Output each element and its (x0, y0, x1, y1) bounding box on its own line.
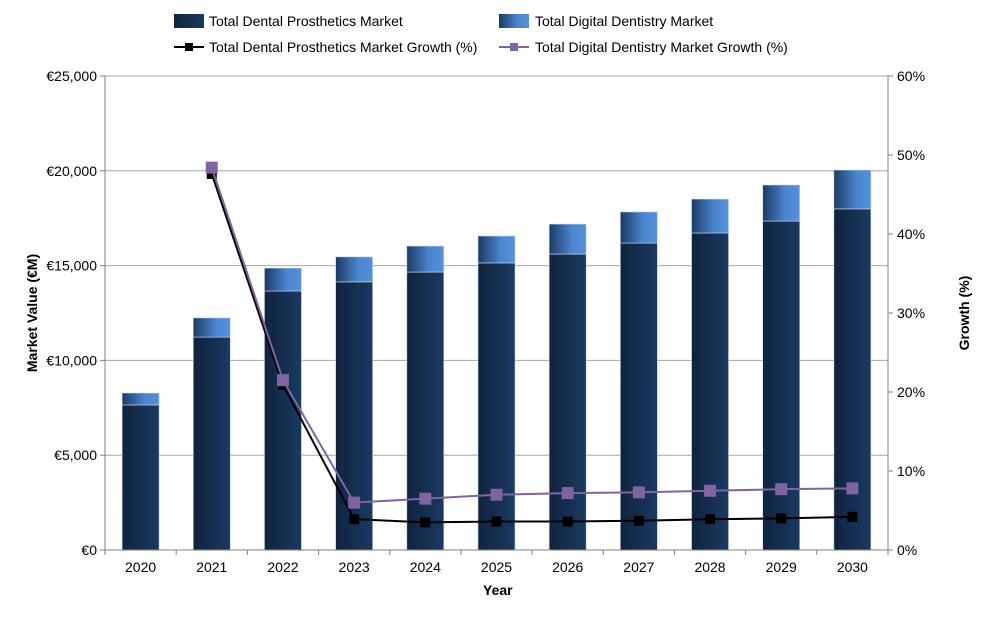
x-tick-label: 2025 (481, 559, 512, 575)
bar-digital-2028 (691, 198, 729, 234)
y2-tick-label: 50% (897, 147, 925, 163)
x-tick-label: 2027 (623, 559, 654, 575)
y-tick-label: €10,000 (46, 352, 97, 368)
bar-digital-2020 (121, 392, 160, 406)
bar-prosthetics-2024 (406, 271, 445, 551)
legend-label-digital: Total Digital Dentistry Market (535, 13, 713, 29)
bar-digital-2030 (833, 169, 872, 210)
marker-digital-growth (490, 488, 503, 501)
marker-digital-growth (846, 482, 859, 495)
bar-prosthetics-2020 (121, 404, 160, 551)
y2-tick-label: 10% (897, 463, 925, 479)
marker-digital-growth (775, 483, 788, 496)
legend-label-prosthetics-growth: Total Dental Prosthetics Market Growth (… (209, 39, 477, 55)
marker-digital-growth (348, 496, 361, 509)
y2-axis-title: Growth (%) (956, 276, 972, 351)
bar-prosthetics-2026 (548, 253, 587, 551)
marker-digital-growth (205, 161, 218, 174)
marker-prosthetics-growth (562, 516, 573, 527)
line-prosthetics-growth (210, 173, 853, 524)
legend: Total Dental Prosthetics Market Total Di… (174, 13, 788, 55)
legend-swatch-prosthetics (174, 14, 204, 28)
bar-prosthetics-2027 (620, 242, 658, 551)
y2-tick-label: 60% (897, 68, 925, 84)
legend-marker-digital-growth (510, 43, 518, 51)
bar-prosthetics-2029 (762, 220, 801, 551)
marker-prosthetics-growth (705, 514, 716, 525)
x-tick-label: 2026 (552, 559, 583, 575)
y2-tick-label: 40% (897, 226, 925, 242)
y2-tick-label: 30% (897, 305, 925, 321)
line-digital-growth (210, 167, 853, 504)
marker-digital-growth (419, 492, 432, 505)
marker-prosthetics-growth (847, 511, 858, 522)
marker-digital-growth (276, 374, 289, 387)
y-tick-label: €0 (81, 542, 97, 558)
bar-digital-2029 (762, 184, 801, 222)
y-tick-label: €20,000 (46, 163, 97, 179)
bar-digital-2024 (406, 245, 445, 273)
legend-marker-prosthetics-growth (185, 43, 193, 51)
x-tick-label: 2020 (125, 559, 156, 575)
legend-label-prosthetics: Total Dental Prosthetics Market (209, 13, 403, 29)
y-tick-label: €5,000 (54, 447, 97, 463)
marker-prosthetics-growth (776, 513, 787, 524)
y-tick-label: €25,000 (46, 68, 97, 84)
bar-digital-2025 (477, 235, 516, 264)
marker-digital-growth (704, 484, 717, 497)
bar-prosthetics-2022 (264, 290, 302, 551)
bar-prosthetics-2023 (335, 281, 373, 551)
marker-digital-growth (561, 487, 574, 500)
marker-prosthetics-growth (349, 514, 360, 525)
marker-prosthetics-growth (491, 516, 502, 527)
x-axis-title: Year (483, 582, 513, 598)
x-tick-label: 2022 (267, 559, 298, 575)
bar-digital-2026 (548, 223, 587, 255)
y2-tick-label: 20% (897, 384, 925, 400)
bar-prosthetics-2030 (833, 208, 872, 551)
bar-digital-2022 (264, 267, 302, 292)
y-axis-title: Market Value (€M) (24, 254, 40, 372)
marker-prosthetics-growth (206, 168, 217, 179)
x-tick-label: 2024 (410, 559, 441, 575)
x-tick-label: 2023 (339, 559, 370, 575)
x-tick-label: 2030 (837, 559, 868, 575)
bar-prosthetics-2021 (192, 336, 231, 551)
legend-label-digital-growth: Total Digital Dentistry Market Growth (%… (535, 39, 788, 55)
bar-prosthetics-2025 (477, 262, 516, 551)
x-tick-label: 2029 (766, 559, 797, 575)
x-tick-label: 2028 (694, 559, 725, 575)
x-tick-label: 2021 (196, 559, 227, 575)
bar-digital-2027 (620, 211, 658, 244)
marker-prosthetics-growth (420, 517, 431, 528)
bar-prosthetics-2028 (691, 232, 729, 551)
y2-tick-label: 0% (897, 542, 917, 558)
y-tick-label: €15,000 (46, 258, 97, 274)
marker-digital-growth (632, 486, 645, 499)
bar-digital-2023 (335, 256, 373, 283)
bar-digital-2021 (192, 317, 231, 338)
legend-swatch-digital (499, 14, 529, 28)
marker-prosthetics-growth (633, 515, 644, 526)
